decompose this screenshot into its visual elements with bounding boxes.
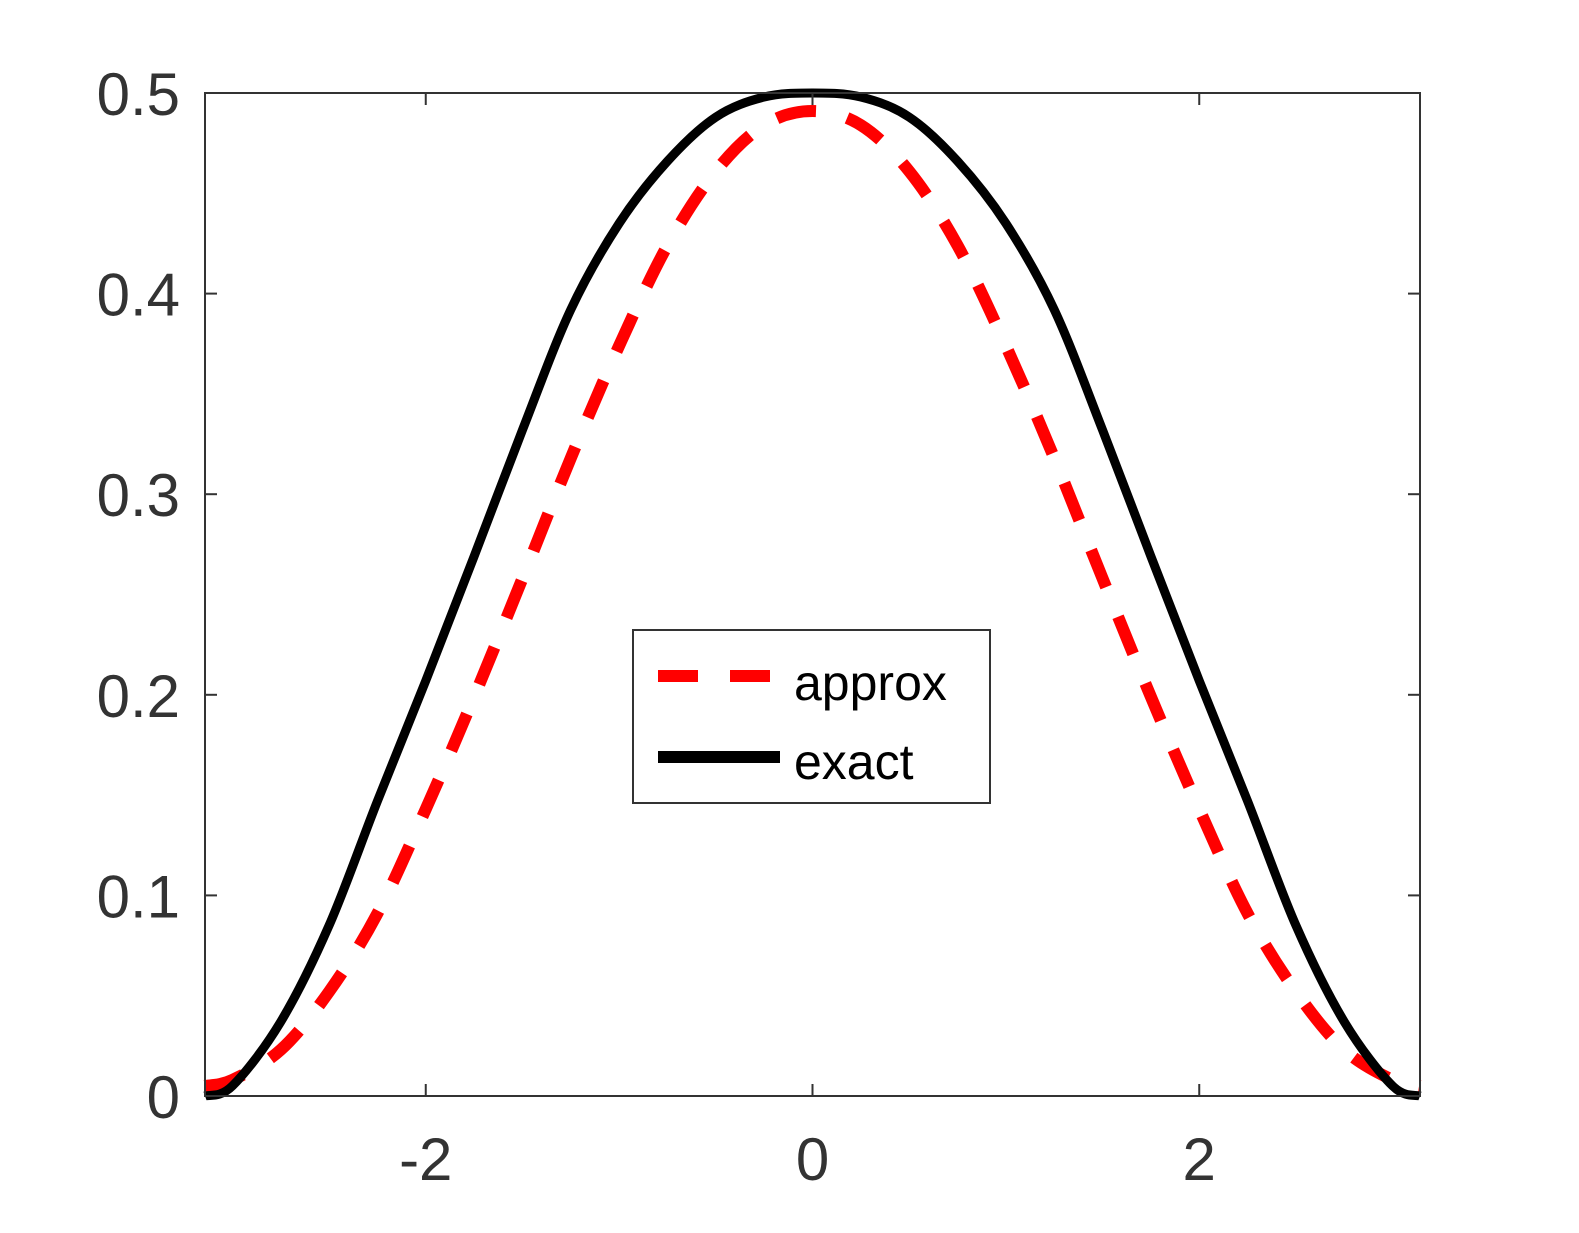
x-tick-label: 0: [796, 1126, 829, 1193]
y-tick-label: 0.5: [97, 61, 180, 128]
legend: approx exact: [632, 629, 991, 804]
y-tick-label: 0.4: [97, 262, 180, 329]
series-line-approx: [203, 105, 1422, 1092]
y-tick-label: 0.1: [97, 863, 180, 930]
y-tick-label: 0: [147, 1064, 180, 1131]
y-tick-label: 0.2: [97, 663, 180, 730]
plot-area: [205, 93, 1420, 1096]
legend-box: [632, 629, 991, 804]
y-tick-label: 0.3: [97, 462, 180, 529]
legend-label-approx: approx: [794, 655, 947, 711]
x-tick-label: -2: [399, 1126, 452, 1193]
x-tick-label: 2: [1183, 1126, 1216, 1193]
legend-label-exact: exact: [794, 734, 914, 790]
ticks-layer: -2 0 2 0 0.1 0.2 0.3 0.4 0.5: [97, 61, 1420, 1193]
